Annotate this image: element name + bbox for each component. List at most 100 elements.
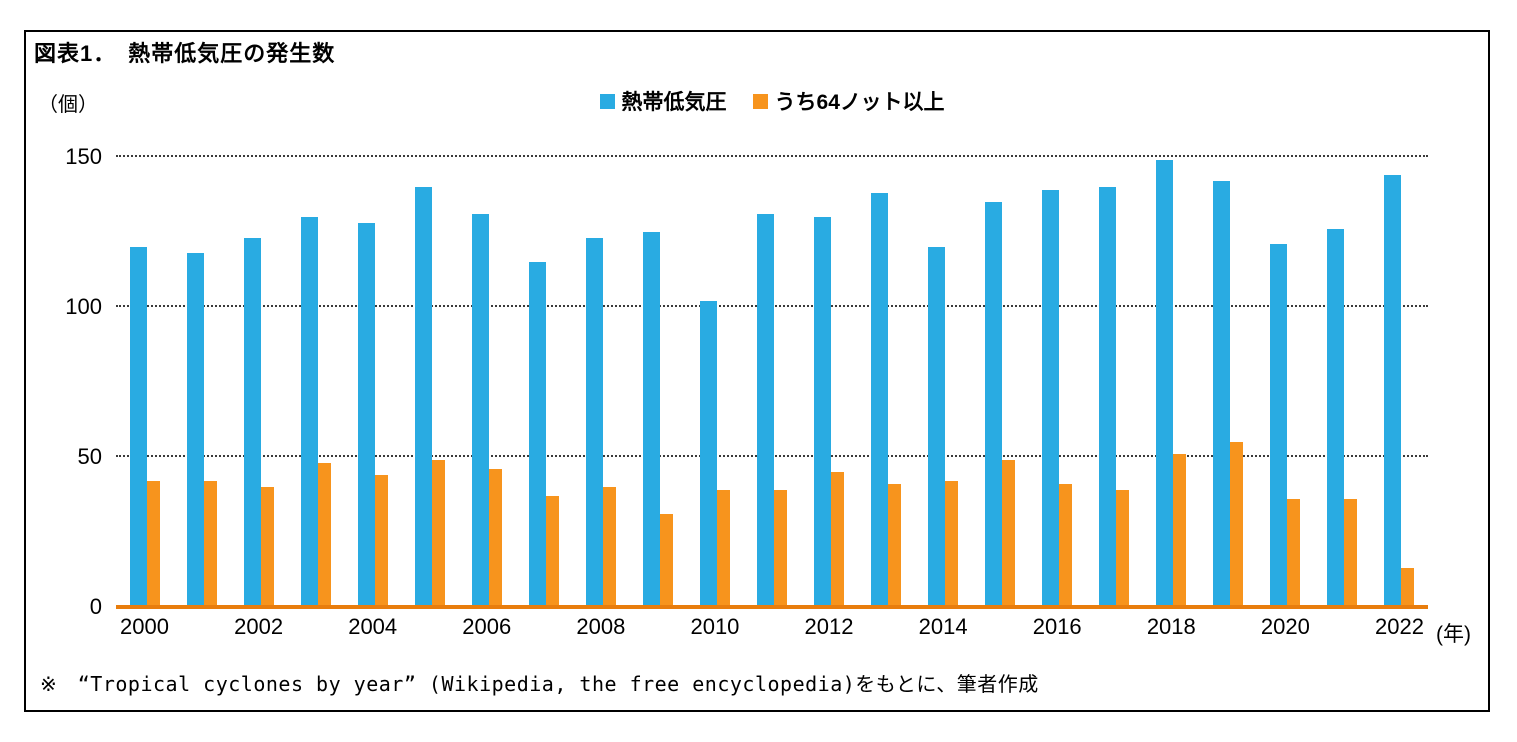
bar-tropical-cyclones-2009 — [642, 232, 660, 607]
source-note: ※ “Tropical cyclones by year” (Wikipedia… — [40, 672, 1039, 696]
chart-frame: 図表1． 熱帯低気圧の発生数 （個） 熱帯低気圧 うち64ノット以上 0 50 10… — [24, 30, 1490, 712]
bar-tropical-cyclones-2019 — [1213, 181, 1231, 607]
bar-group-2006 — [458, 137, 515, 607]
bar-64knots-or-more-2022 — [1401, 568, 1415, 607]
plot-area — [116, 137, 1428, 609]
bar-group-2011 — [743, 137, 800, 607]
bar-64knots-or-more-2002 — [260, 487, 274, 607]
legend-swatch-blue — [599, 93, 615, 109]
bar-tropical-cyclones-2000 — [129, 247, 147, 607]
y-tick-label-100: 100 — [65, 294, 102, 320]
bar-group-2022 — [1371, 137, 1428, 607]
bar-group-2009 — [629, 137, 686, 607]
bar-group-2021 — [1314, 137, 1371, 607]
bar-tropical-cyclones-2017 — [1099, 187, 1117, 607]
bar-tropical-cyclones-2010 — [699, 301, 717, 607]
legend: 熱帯低気圧 うち64ノット以上 — [116, 86, 1428, 116]
gridline-150 — [116, 155, 1428, 158]
bar-64knots-or-more-2015 — [1002, 460, 1016, 607]
bar-group-2010 — [686, 137, 743, 607]
bar-group-2004 — [344, 137, 401, 607]
bar-tropical-cyclones-2003 — [300, 217, 318, 607]
bar-64knots-or-more-2017 — [1116, 490, 1130, 607]
bar-tropical-cyclones-2013 — [871, 193, 889, 607]
bar-tropical-cyclones-2004 — [357, 223, 375, 607]
bar-64knots-or-more-2006 — [488, 469, 502, 607]
bar-group-2019 — [1200, 137, 1257, 607]
bar-group-2005 — [401, 137, 458, 607]
bar-64knots-or-more-2012 — [831, 472, 845, 607]
x-tick-label-2004: 2004 — [348, 614, 398, 639]
bar-group-2016 — [1029, 137, 1086, 607]
bar-group-2002 — [230, 137, 287, 607]
chart-title: 図表1． 熱帯低気圧の発生数 — [34, 41, 336, 66]
bar-group-2001 — [173, 137, 230, 607]
bar-tropical-cyclones-2006 — [471, 214, 489, 607]
bar-64knots-or-more-2003 — [317, 463, 331, 607]
bar-tropical-cyclones-2008 — [585, 238, 603, 607]
bar-tropical-cyclones-2012 — [814, 217, 832, 607]
x-tick-label-2014: 2014 — [918, 614, 968, 639]
y-tick-label-0: 0 — [89, 594, 102, 619]
bar-tropical-cyclones-2011 — [756, 214, 774, 607]
bar-group-2020 — [1257, 137, 1314, 607]
x-tick-label-2002: 2002 — [234, 614, 284, 639]
bar-tropical-cyclones-2016 — [1042, 190, 1060, 607]
bar-tropical-cyclones-2020 — [1270, 244, 1288, 607]
y-axis-labels: 0 50 100 150 — [40, 137, 102, 618]
bar-64knots-or-more-2010 — [716, 490, 730, 607]
bar-64knots-or-more-2018 — [1173, 454, 1187, 607]
y-tick-label-50: 50 — [77, 444, 102, 470]
bar-tropical-cyclones-2021 — [1327, 229, 1345, 607]
bar-64knots-or-more-2008 — [602, 487, 616, 607]
bar-64knots-or-more-2013 — [888, 484, 902, 607]
legend-label: 熱帯低気圧 — [621, 91, 727, 114]
bar-64knots-or-more-2005 — [431, 460, 445, 607]
bar-tropical-cyclones-2005 — [414, 187, 432, 607]
bar-64knots-or-more-2007 — [545, 496, 559, 607]
bar-64knots-or-more-2009 — [659, 514, 673, 607]
legend-item-64knots: うち64ノット以上 — [752, 86, 945, 116]
y-tick-label-150: 150 — [65, 144, 102, 170]
bar-tropical-cyclones-2015 — [985, 202, 1003, 607]
bar-64knots-or-more-2020 — [1287, 499, 1301, 607]
x-axis-unit-label: (年) — [1436, 623, 1471, 646]
bar-group-2018 — [1143, 137, 1200, 607]
bar-64knots-or-more-2001 — [203, 481, 217, 607]
bar-64knots-or-more-2019 — [1230, 442, 1244, 607]
bar-group-2003 — [287, 137, 344, 607]
bar-group-2017 — [1086, 137, 1143, 607]
x-tick-label-2016: 2016 — [1032, 614, 1082, 639]
bar-tropical-cyclones-2002 — [243, 238, 261, 607]
y-axis-unit-label: （個） — [38, 94, 98, 116]
bar-64knots-or-more-2004 — [374, 475, 388, 607]
bar-64knots-or-more-2021 — [1344, 499, 1358, 607]
legend-swatch-orange — [752, 93, 768, 109]
bar-64knots-or-more-2000 — [146, 481, 160, 607]
x-axis-line — [116, 605, 1428, 609]
x-tick-label-2018: 2018 — [1146, 614, 1196, 639]
bar-tropical-cyclones-2014 — [928, 247, 946, 607]
bar-group-2008 — [572, 137, 629, 607]
x-tick-label-2008: 2008 — [576, 614, 626, 639]
x-tick-label-2006: 2006 — [462, 614, 512, 639]
bar-64knots-or-more-2016 — [1059, 484, 1073, 607]
bar-tropical-cyclones-2022 — [1384, 175, 1402, 607]
bar-group-2013 — [858, 137, 915, 607]
bar-tropical-cyclones-2007 — [528, 262, 546, 607]
x-axis-labels: 2000 2002 2004 2006 2008 2010 2012 2014 2016 2018… — [116, 616, 1428, 646]
bar-tropical-cyclones-2001 — [186, 253, 204, 607]
bar-group-2007 — [515, 137, 572, 607]
x-tick-label-2000: 2000 — [120, 614, 169, 639]
bar-group-2000 — [116, 137, 173, 607]
bar-tropical-cyclones-2018 — [1156, 160, 1174, 607]
bar-64knots-or-more-2014 — [945, 481, 959, 607]
legend-item-tropical-cyclones: 熱帯低気圧 — [599, 86, 727, 116]
bar-64knots-or-more-2011 — [773, 490, 787, 607]
x-tick-label-2020: 2020 — [1260, 614, 1310, 639]
legend-label: うち64ノット以上 — [774, 91, 945, 114]
x-tick-label-2012: 2012 — [804, 614, 854, 639]
bar-group-2012 — [801, 137, 858, 607]
x-tick-label-2010: 2010 — [690, 614, 740, 639]
